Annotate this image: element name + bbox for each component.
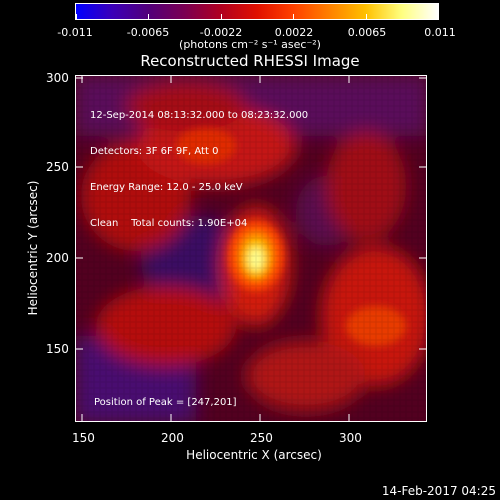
colorbar-tick-label-3: 0.0022 [274,26,314,39]
y-tick-label-200: 200 [46,251,69,265]
colorbar-tick-mark [76,14,77,20]
x-axis-title: Heliocentric X (arcsec) [186,448,322,462]
y-tick-label-300: 300 [46,71,69,85]
detectors-text: Detectors: 3F 6F 9F, Att 0 [90,146,219,157]
colorbar-tick-mark [293,14,295,20]
plot-title: Reconstructed RHESSI Image [140,52,360,70]
solar-image: 12-Sep-2014 08:13:32.000 to 08:23:32.000… [75,75,427,422]
clean-line: Clean Total counts: 1.90E+04 [90,218,308,230]
x-tick-label-300: 300 [339,431,362,445]
emission-map [76,76,426,421]
colorbar-tick-mark [438,14,439,20]
y-axis-title: Heliocentric Y (arcsec) [26,180,40,316]
x-tick-label-250: 250 [250,431,273,445]
colorbar-tick-label-4: 0.0065 [347,26,387,39]
total-counts-text: Total counts: 1.90E+04 [131,218,248,229]
colorbar-tick-mark [365,14,367,20]
colorbar-tick-label-0: -0.011 [57,26,93,39]
colorbar-units: (photons cm⁻² s⁻¹ asec⁻²) [179,38,321,51]
colorbar-ticks: -0.011 -0.0065 -0.0022 0.0022 0.0065 0.0… [0,0,500,40]
colorbar-tick-mark [220,14,222,20]
colorbar-tick-mark [148,14,150,20]
y-tick-label-150: 150 [46,342,69,356]
time-range-text: 12-Sep-2014 08:13:32.000 to 08:23:32.000 [90,110,309,121]
clean-text: Clean [90,218,119,229]
energy-range-text: Energy Range: 12.0 - 25.0 keV [90,182,243,193]
y-tick-label-250: 250 [46,160,69,174]
observation-info: 12-Sep-2014 08:13:32.000 to 08:23:32.000… [90,86,308,254]
colorbar-tick-label-2: -0.0022 [199,26,243,39]
timestamp: 14-Feb-2017 04:25 [381,484,496,498]
peak-position-text: Position of Peak = [247,201] [94,397,237,408]
colorbar-tick-label-1: -0.0065 [126,26,170,39]
colorbar-tick-label-5: 0.011 [424,26,456,39]
x-tick-label-200: 200 [161,431,184,445]
colorbar [75,3,439,20]
x-tick-label-150: 150 [72,431,95,445]
